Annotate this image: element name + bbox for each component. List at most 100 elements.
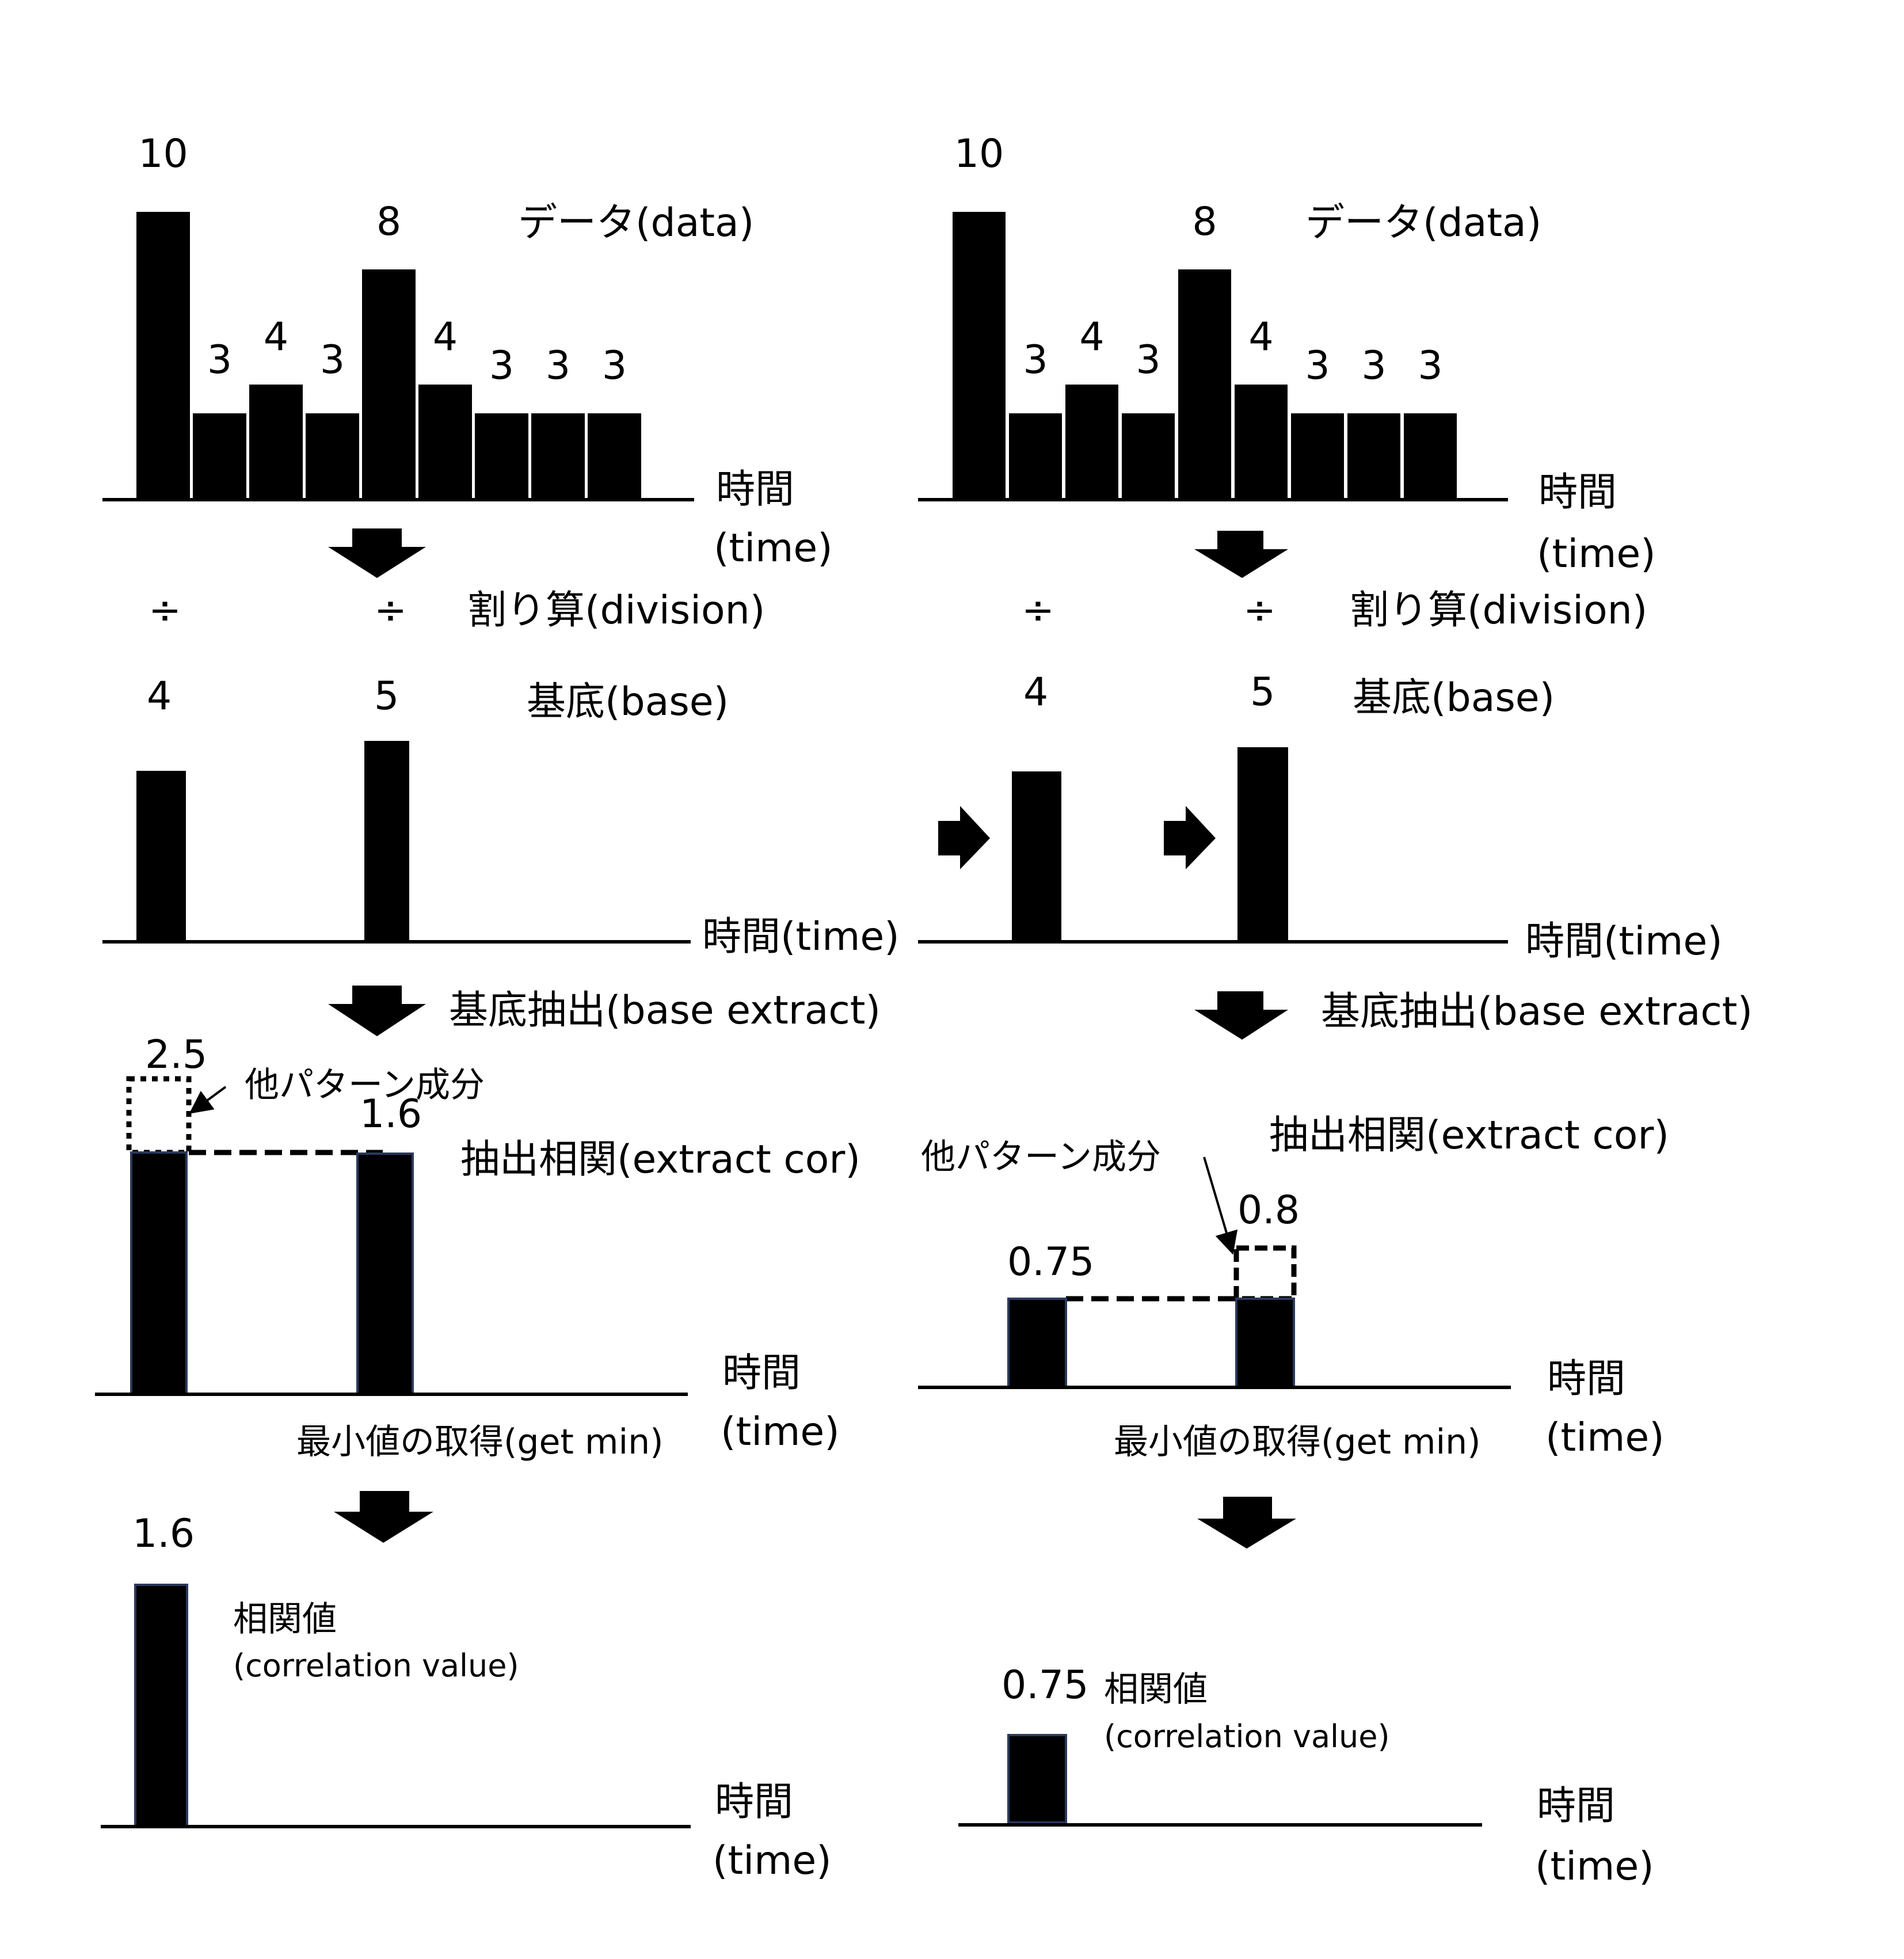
right-result-time-jp: 時間 (1537, 1783, 1615, 1829)
left-second-value: 1.6 (360, 1091, 422, 1137)
left-data-label: データ(data) (518, 200, 754, 246)
left-data-bars (136, 212, 641, 500)
left-data-time-jp: 時間 (716, 467, 794, 512)
left-extract-label: 基底抽出(base extract) (449, 988, 881, 1033)
left-data-value-label-3: 4 (264, 314, 288, 360)
left-division-symbol-2: ÷ (374, 588, 407, 633)
right-data-bar-8 (1347, 413, 1400, 500)
right-other-pattern-box (1233, 1245, 1297, 1302)
right-data-bar-1 (953, 212, 1006, 500)
left-other-pattern-value: 2.5 (145, 1032, 207, 1078)
left-other-pattern-pointer (189, 1086, 227, 1114)
left-data-bar-8 (531, 413, 585, 500)
right-data-value-label-8: 3 (1361, 343, 1386, 389)
left-data-value-label-4: 3 (320, 337, 345, 383)
left-result-stage: 1.6 相関値 (correlation value) 時間 (time) (101, 1511, 832, 1884)
left-result-value: 1.6 (132, 1511, 195, 1557)
right-data-value-label-9: 3 (1418, 343, 1442, 389)
left-extract-bar-1 (130, 1151, 188, 1395)
right-base-stage: 4 5 基底(base) 時間(time) (918, 670, 1723, 964)
right-data-time-jp: 時間 (1539, 470, 1617, 515)
right-base-value-2: 5 (1250, 670, 1275, 715)
right-other-pattern-value: 0.8 (1237, 1188, 1300, 1233)
right-data-label: データ(data) (1305, 200, 1541, 246)
left-other-pattern-box (126, 1076, 192, 1155)
right-division-label: 割り算(division) (1350, 588, 1647, 633)
right-data-bar-6 (1235, 385, 1288, 500)
right-other-pattern-pointer (1203, 1157, 1238, 1255)
right-extract-time-en: (time) (1545, 1415, 1665, 1460)
right-data-bar-2 (1009, 413, 1062, 500)
left-result-bar (134, 1584, 188, 1828)
left-other-pattern-label: 他パターン成分 (245, 1065, 485, 1105)
left-division-label: 割り算(division) (467, 588, 765, 633)
right-division-symbol-2: ÷ (1243, 588, 1276, 633)
right-down-arrow-2 (1194, 991, 1288, 1040)
left-extract-time-jp: 時間 (722, 1351, 801, 1396)
left-base-value-2: 5 (374, 674, 399, 719)
left-division-symbol-1: ÷ (148, 588, 181, 633)
left-data-value-label-5: 8 (376, 199, 401, 245)
right-shift-arrow-1 (938, 806, 990, 869)
left-data-bar-2 (193, 413, 246, 500)
right-extract-time-jp: 時間 (1547, 1356, 1625, 1402)
left-down-arrow-3 (334, 1491, 433, 1543)
right-data-value-label-2: 3 (1023, 337, 1048, 383)
right-data-bar-3 (1065, 385, 1118, 500)
left-data-time-en: (time) (714, 526, 833, 571)
left-data-value-label-1: 10 (138, 131, 188, 177)
left-base-bar-2 (364, 741, 409, 942)
right-base-label: 基底(base) (1353, 675, 1555, 721)
right-data-value-label-3: 4 (1079, 314, 1104, 360)
left-extract-time-en: (time) (721, 1409, 840, 1455)
right-data-bar-7 (1291, 413, 1344, 500)
left-extract-bar-2 (356, 1152, 414, 1395)
left-base-stage: 4 5 基底(base) 時間(time) (102, 674, 900, 960)
left-data-value-label-6: 4 (433, 314, 458, 360)
left-data-bar-9 (588, 413, 641, 500)
right-data-bar-9 (1404, 413, 1457, 500)
left-extract-cor-label: 抽出相関(extract cor) (460, 1137, 860, 1182)
right-base-value-1: 4 (1023, 670, 1048, 715)
right-result-bar (1007, 1734, 1067, 1824)
left-data-value-label-7: 3 (489, 343, 514, 389)
right-extract-stage: 抽出相関(extract cor) 他パターン成分 0.8 0.75 時間 (t… (918, 1113, 1669, 1462)
right-data-value-label-7: 3 (1305, 343, 1330, 389)
left-data-bar-6 (418, 385, 472, 500)
right-division-symbol-1: ÷ (1022, 588, 1054, 633)
right-extract-bar-2 (1235, 1298, 1295, 1389)
left-data-bar-4 (306, 413, 359, 500)
left-data-value-label-9: 3 (602, 343, 627, 389)
right-corr-label-en: (correlation value) (1104, 1718, 1390, 1755)
right-getmin-label: 最小値の取得(get min) (1114, 1422, 1481, 1462)
right-extract-bar-1 (1007, 1298, 1067, 1389)
right-down-arrow-1 (1194, 531, 1288, 578)
left-extract-stage: 2.5 他パターン成分 1.6 抽出相関(extract cor) 時間 (ti… (95, 1032, 860, 1462)
left-data-value-label-8: 3 (546, 343, 570, 389)
left-corr-label-jp: 相関値 (233, 1599, 337, 1640)
left-corr-label-en: (correlation value) (233, 1648, 519, 1684)
left-down-arrow-1 (328, 528, 426, 578)
right-data-value-label-6: 4 (1248, 314, 1273, 360)
left-data-value-label-2: 3 (207, 337, 232, 383)
right-result-time-en: (time) (1535, 1844, 1654, 1889)
left-data-bar-1 (136, 212, 190, 500)
right-data-value-label-5: 8 (1192, 199, 1217, 245)
left-data-bar-3 (249, 385, 303, 500)
right-first-value: 0.75 (1007, 1239, 1094, 1285)
right-data-bar-5 (1178, 269, 1231, 500)
left-data-bar-5 (362, 269, 416, 500)
left-result-time-en: (time) (713, 1838, 832, 1884)
left-data-bar-7 (475, 413, 528, 500)
right-data-time-en: (time) (1537, 531, 1656, 577)
left-base-label: 基底(base) (527, 679, 729, 725)
right-base-bar-1 (1012, 771, 1061, 942)
right-data-bar-4 (1122, 413, 1175, 500)
right-base-bar-2 (1237, 747, 1288, 942)
left-base-value-1: 4 (147, 674, 172, 719)
